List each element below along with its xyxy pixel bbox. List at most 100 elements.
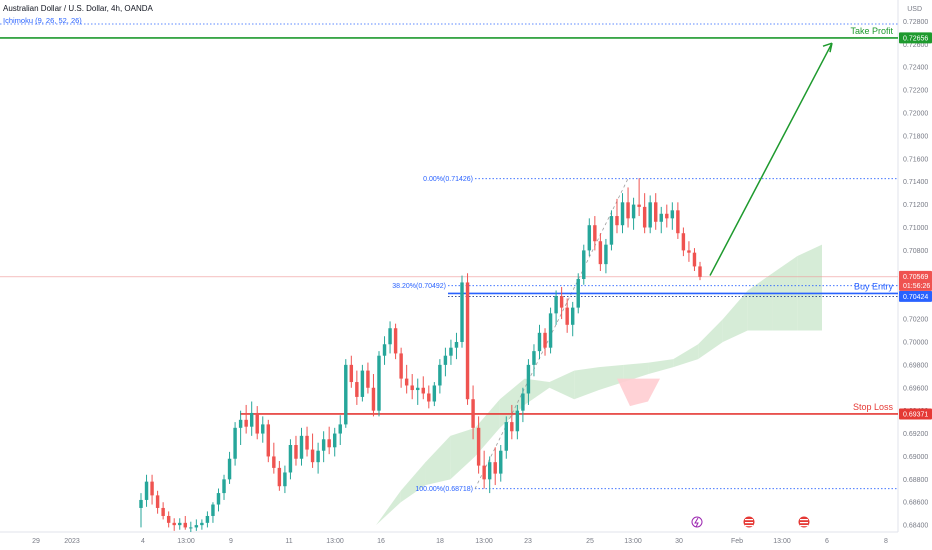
stop-loss-badge	[899, 408, 932, 420]
candle	[150, 474, 154, 505]
candle	[166, 511, 171, 528]
time-tick-label: 18	[436, 538, 444, 545]
price-tick-label: 0.72800	[903, 19, 928, 26]
candle-body	[393, 328, 398, 354]
time-tick-label: 23	[524, 538, 532, 545]
price-tick-label: 0.68800	[903, 477, 928, 484]
candle-body	[637, 204, 641, 207]
time-tick-label: 29	[32, 538, 40, 545]
candle-body	[161, 507, 165, 516]
candle	[443, 347, 448, 377]
candle-body	[576, 279, 580, 308]
candle-body	[144, 481, 149, 500]
price-tick-label: 0.70000	[903, 339, 928, 346]
indicator-legend[interactable]: Ichimoku (9, 26, 52, 26)	[3, 16, 82, 25]
candle-body	[294, 445, 298, 459]
buy-entry-badge	[899, 290, 932, 302]
candle	[272, 442, 276, 474]
candle	[582, 244, 586, 285]
candle	[438, 359, 442, 394]
candle	[189, 521, 193, 532]
candle-body	[626, 202, 630, 219]
price-tick-label: 0.72400	[903, 65, 928, 72]
candle-body	[687, 250, 691, 253]
candle-body	[432, 385, 437, 402]
projection-arrow-line	[709, 42, 833, 276]
us-flag-stripe	[745, 519, 753, 521]
candle-body	[604, 244, 608, 265]
candle-body	[244, 419, 248, 427]
currency-label: USD	[907, 6, 922, 13]
fibonacci-retracement: 0.00%(0.71426) 38.20%(0.70492) 100.00%(0.6…	[392, 176, 898, 493]
candle	[427, 385, 431, 409]
candle-body	[155, 495, 160, 508]
candle	[244, 404, 248, 434]
candle	[283, 465, 287, 494]
candle-body	[404, 378, 409, 386]
candle	[510, 404, 514, 440]
candle	[670, 202, 675, 230]
candle-body	[277, 467, 282, 487]
candle-body	[427, 393, 431, 402]
chart-grid	[0, 0, 899, 533]
candle-body	[648, 202, 652, 228]
candle-body	[255, 412, 259, 434]
price-tick-label: 0.72600	[903, 42, 928, 49]
candle	[410, 374, 414, 400]
candle-body	[416, 387, 420, 391]
candle	[399, 347, 403, 388]
candle-body	[487, 462, 492, 480]
cloud-segment	[673, 344, 699, 368]
candle	[487, 456, 492, 494]
candle-body	[233, 427, 237, 459]
candle-body	[460, 282, 464, 342]
candle	[465, 273, 470, 405]
candle-body	[421, 387, 425, 394]
candle-body	[261, 424, 265, 434]
candle	[227, 451, 232, 484]
price-tick-label: 0.68600	[903, 500, 928, 507]
time-tick-label: 30	[675, 538, 683, 545]
forecast-arrow	[709, 42, 833, 276]
price-tick-label: 0.72000	[903, 111, 928, 118]
symbol-title[interactable]: Australian Dollar / U.S. Dollar, 4h, OAN…	[3, 4, 153, 13]
candle-body	[360, 370, 365, 397]
candle-body	[150, 481, 154, 496]
candle	[482, 450, 486, 489]
candle	[615, 198, 619, 234]
cloud-segment	[400, 462, 426, 503]
candle-body	[205, 515, 210, 523]
price-tick-label: 0.71200	[903, 202, 928, 209]
us-flag-stripe	[745, 522, 753, 524]
time-tick-label: 13:00	[773, 538, 791, 545]
candle	[687, 241, 691, 262]
candle-body	[172, 522, 176, 526]
candle-body	[166, 515, 171, 523]
candle	[532, 344, 536, 377]
candle-body	[570, 307, 575, 325]
buy-entry-badge-text: 0.70424	[903, 294, 928, 301]
candle	[205, 511, 210, 528]
candle-body	[288, 445, 293, 473]
candle	[316, 442, 320, 474]
current-price-badge	[899, 270, 932, 291]
candle	[338, 415, 342, 445]
time-tick-label: 13:00	[624, 538, 642, 545]
time-tick-label: Feb	[731, 538, 743, 545]
candle-body	[366, 370, 370, 388]
candle	[604, 238, 608, 274]
candle	[493, 447, 497, 486]
lightning-icon	[691, 516, 703, 528]
take-profit-badge-text: 0.72656	[903, 35, 928, 42]
cloud-segment	[499, 378, 525, 428]
candle-body	[698, 266, 702, 277]
time-tick-label: 6	[825, 538, 829, 545]
lightning-icon-glyph	[694, 517, 699, 528]
candle-body	[189, 527, 193, 529]
candle-body	[615, 216, 619, 226]
candle	[609, 210, 614, 251]
candle	[294, 435, 298, 466]
candle-body	[454, 341, 459, 348]
price-tick-label: 0.72200	[903, 88, 928, 95]
